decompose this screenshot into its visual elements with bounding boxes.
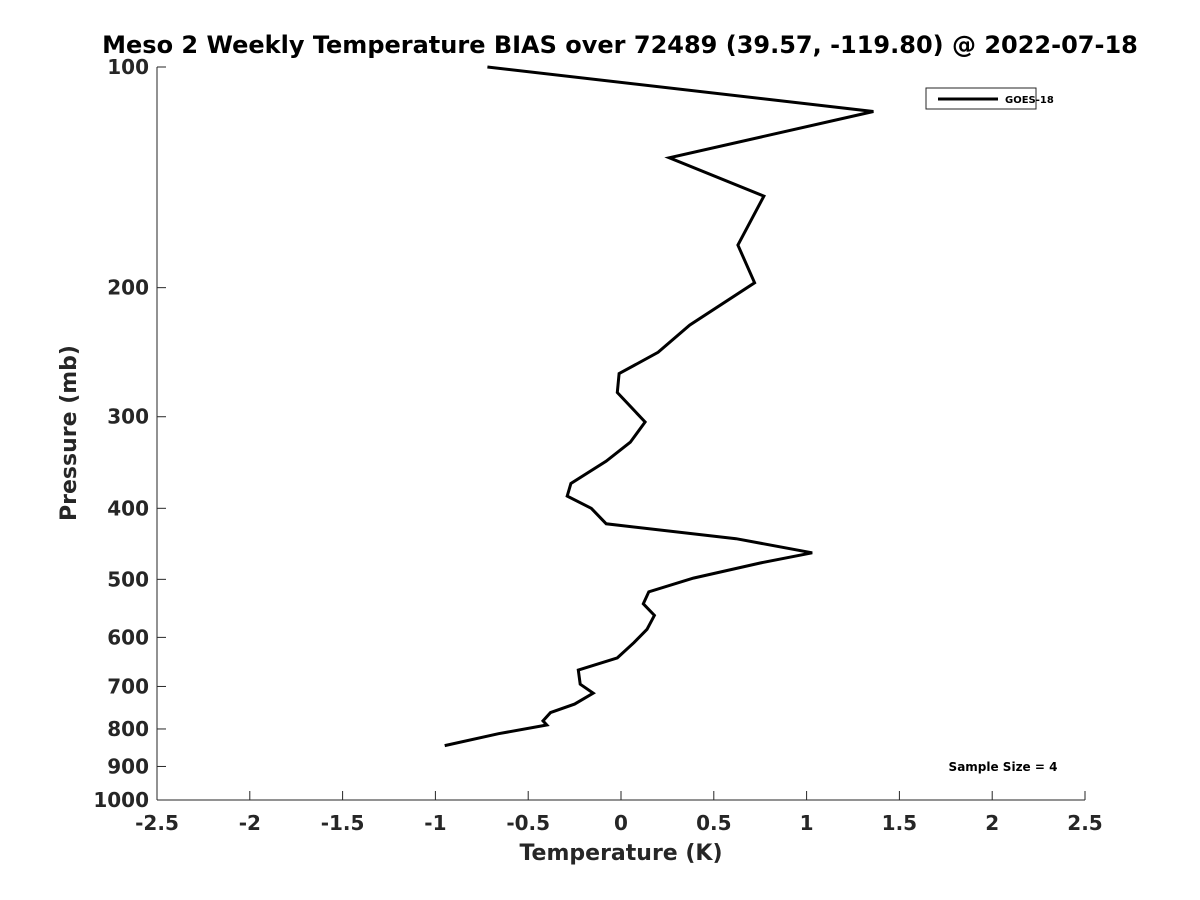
y-ticks: 100 200 300 400 500 600 700 800 900 1000 <box>93 55 166 812</box>
x-tick-label: -0.5 <box>506 811 550 835</box>
series-group <box>444 65 874 748</box>
x-tick-label: -2 <box>239 811 261 835</box>
y-axis-label: Pressure (mb) <box>57 345 82 521</box>
x-tick-label: -1.5 <box>321 811 365 835</box>
x-ticks: -2.5 -2 -1.5 -1 -0.5 0 0.5 1 1.5 2 2.5 <box>135 791 1103 835</box>
y-tick-label: 800 <box>107 717 149 741</box>
y-tick-label: 200 <box>107 276 149 300</box>
x-tick-label: -1 <box>424 811 446 835</box>
x-axis-label: Temperature (K) <box>519 841 722 866</box>
y-tick-label: 500 <box>107 567 149 591</box>
y-tick-label: 700 <box>107 674 149 698</box>
legend: GOES-18 <box>925 87 1054 110</box>
x-tick-label: 2.5 <box>1067 811 1102 835</box>
plot-axes <box>156 67 1085 801</box>
x-tick-label: 0 <box>614 811 628 835</box>
legend-label: GOES-18 <box>1005 95 1054 106</box>
y-tick-label: 1000 <box>93 788 149 812</box>
x-tick-label: 0.5 <box>696 811 731 835</box>
y-tick-label: 600 <box>107 625 149 649</box>
y-tick-label: 400 <box>107 496 149 520</box>
y-tick-label: 100 <box>107 55 149 79</box>
x-tick-label: 1 <box>800 811 814 835</box>
series-line-goes-18 <box>444 65 874 748</box>
y-tick-label: 900 <box>107 754 149 778</box>
chart-title: Meso 2 Weekly Temperature BIAS over 7248… <box>102 31 1138 59</box>
sample-size-annotation: Sample Size = 4 <box>949 760 1058 774</box>
x-tick-label: -2.5 <box>135 811 179 835</box>
x-tick-label: 1.5 <box>882 811 917 835</box>
x-tick-label: 2 <box>985 811 999 835</box>
y-tick-label: 300 <box>107 405 149 429</box>
